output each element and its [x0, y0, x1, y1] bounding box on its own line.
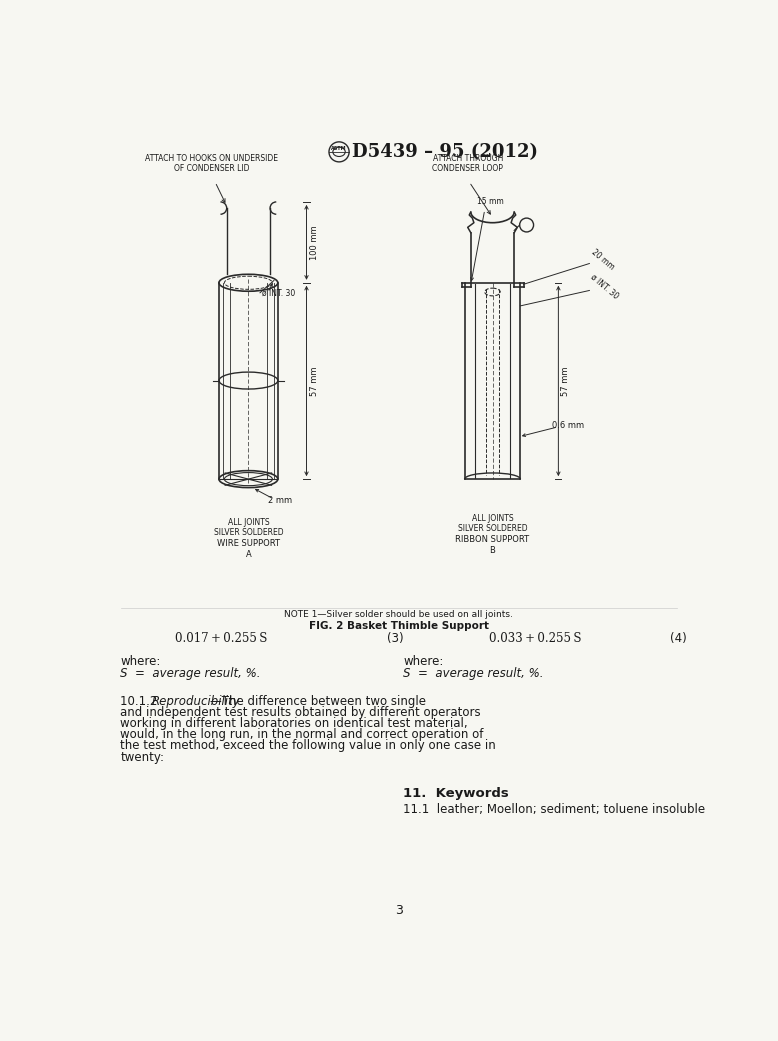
Text: RIBBON SUPPORT
B: RIBBON SUPPORT B [455, 535, 530, 555]
Text: S  =  average result, %.: S = average result, %. [121, 667, 261, 680]
Text: 0.017 + 0.255 S: 0.017 + 0.255 S [175, 632, 268, 645]
Text: D5439 – 95 (2012): D5439 – 95 (2012) [352, 143, 538, 161]
Text: Reproducibility: Reproducibility [152, 694, 240, 708]
Text: NOTE 1—Silver solder should be used on all joints.: NOTE 1—Silver solder should be used on a… [284, 610, 513, 619]
Text: 0.033 + 0.255 S: 0.033 + 0.255 S [489, 632, 581, 645]
Text: where:: where: [403, 655, 443, 667]
Text: 11.  Keywords: 11. Keywords [403, 787, 509, 801]
Text: 57 mm: 57 mm [562, 366, 570, 396]
Text: 3: 3 [394, 904, 403, 917]
Text: ASTM: ASTM [331, 147, 347, 151]
Text: 10.1.2: 10.1.2 [121, 694, 166, 708]
Text: the test method, exceed the following value in only one case in: the test method, exceed the following va… [121, 739, 496, 753]
Text: ATTACH THROUGH
CONDENSER LOOP: ATTACH THROUGH CONDENSER LOOP [433, 154, 503, 174]
Text: ø INT. 30: ø INT. 30 [261, 288, 295, 298]
Text: WIRE SUPPORT
A: WIRE SUPPORT A [217, 539, 280, 559]
Text: where:: where: [121, 655, 161, 667]
Text: ALL JOINTS
SILVER SOLDERED: ALL JOINTS SILVER SOLDERED [214, 517, 283, 537]
Text: working in different laboratories on identical test material,: working in different laboratories on ide… [121, 717, 468, 730]
Text: 20 mm: 20 mm [590, 248, 615, 272]
Text: 2 mm: 2 mm [268, 497, 292, 505]
Text: ø INT. 30: ø INT. 30 [590, 273, 621, 301]
Text: —The difference between two single: —The difference between two single [210, 694, 426, 708]
Text: FIG. 2 Basket Thimble Support: FIG. 2 Basket Thimble Support [309, 620, 489, 631]
Text: 11.1  leather; Moellon; sediment; toluene insoluble: 11.1 leather; Moellon; sediment; toluene… [403, 803, 706, 815]
Text: twenty:: twenty: [121, 751, 164, 763]
Text: ALL JOINTS
SILVER SOLDERED: ALL JOINTS SILVER SOLDERED [457, 514, 527, 533]
Text: and independent test results obtained by different operators: and independent test results obtained by… [121, 706, 481, 719]
Text: would, in the long run, in the normal and correct operation of: would, in the long run, in the normal an… [121, 729, 484, 741]
Text: 15 mm: 15 mm [477, 197, 503, 206]
Text: (3): (3) [387, 632, 403, 645]
Text: ATTACH TO HOOKS ON UNDERSIDE
OF CONDENSER LID: ATTACH TO HOOKS ON UNDERSIDE OF CONDENSE… [145, 154, 279, 174]
Text: 100 mm: 100 mm [310, 225, 319, 259]
Text: 0.6 mm: 0.6 mm [552, 421, 584, 430]
Text: (4): (4) [670, 632, 687, 645]
Text: 57 mm: 57 mm [310, 366, 319, 396]
Text: S  =  average result, %.: S = average result, %. [403, 667, 544, 680]
